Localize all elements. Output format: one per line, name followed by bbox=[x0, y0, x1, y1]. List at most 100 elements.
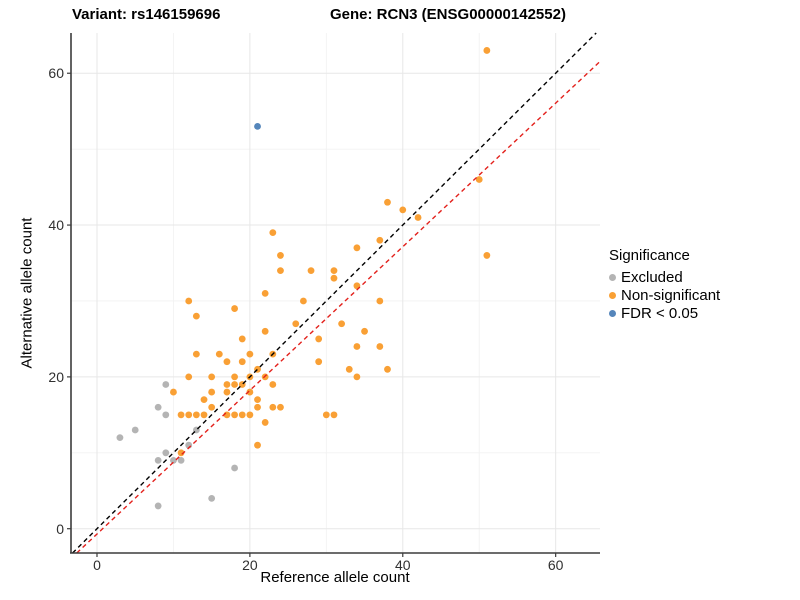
scatter-point bbox=[254, 403, 261, 411]
scatter-point bbox=[246, 388, 254, 396]
scatter-point bbox=[162, 449, 170, 457]
scatter-point bbox=[330, 411, 338, 419]
scatter-point bbox=[192, 312, 200, 320]
y-tick-label: 40 bbox=[48, 217, 64, 234]
scatter-point bbox=[200, 411, 208, 419]
legend-dot-icon bbox=[609, 309, 616, 317]
scatter-point bbox=[238, 411, 246, 419]
legend-item-label: Non-significant bbox=[621, 286, 721, 304]
scatter-point bbox=[185, 297, 193, 305]
legend-item-label: Excluded bbox=[621, 268, 683, 286]
scatter-point bbox=[277, 403, 284, 411]
plot-title-variant: Variant: rs146159696 bbox=[72, 6, 221, 23]
scatter-point bbox=[414, 214, 422, 221]
plot-title-gene: Gene: RCN3 (ENSG00000142552) bbox=[330, 6, 566, 23]
scatter-point bbox=[315, 358, 323, 366]
scatter-point bbox=[231, 464, 238, 472]
scatter-point bbox=[353, 343, 361, 350]
scatter-point bbox=[131, 426, 139, 434]
scatter-point bbox=[238, 358, 246, 366]
scatter-point bbox=[192, 411, 200, 419]
scatter-point bbox=[200, 396, 208, 404]
scatter-point bbox=[208, 403, 216, 411]
scatter-point bbox=[223, 388, 231, 396]
legend-items: Excluded Non-significant FDR < 0.05 bbox=[609, 268, 720, 322]
y-tick-label: 60 bbox=[48, 65, 64, 82]
scatter-point bbox=[246, 350, 254, 358]
scatter-point bbox=[154, 456, 162, 464]
scatter-point bbox=[315, 335, 323, 343]
scatter-point bbox=[185, 373, 193, 381]
scatter-point bbox=[277, 267, 284, 275]
scatter-point bbox=[261, 419, 269, 426]
legend-item: Excluded bbox=[609, 268, 720, 286]
scatter-point bbox=[261, 289, 269, 297]
scatter-point bbox=[231, 411, 238, 419]
scatter-point bbox=[269, 229, 277, 237]
scatter-point bbox=[177, 456, 185, 464]
x-tick-label: 40 bbox=[394, 557, 411, 573]
scatter-point bbox=[154, 403, 162, 411]
y-tick-label: 0 bbox=[56, 520, 64, 537]
legend: Significance Excluded Non-significant FDR … bbox=[609, 247, 720, 322]
scatter-point bbox=[292, 320, 300, 328]
ref-line-identity bbox=[72, 32, 597, 554]
scatter-point bbox=[269, 381, 277, 388]
legend-dot-icon bbox=[609, 291, 616, 299]
scatter-point bbox=[353, 244, 361, 252]
scatter-point bbox=[223, 381, 231, 388]
scatter-point bbox=[208, 494, 216, 502]
y-axis-title: Alternative allele count bbox=[18, 217, 36, 369]
scatter-point bbox=[162, 381, 170, 388]
scatter-point bbox=[208, 373, 216, 381]
scatter-point bbox=[475, 176, 483, 183]
scatter-point bbox=[384, 198, 391, 206]
scatter-point bbox=[261, 327, 269, 335]
scatter-point bbox=[483, 47, 491, 54]
scatter-point bbox=[170, 456, 177, 464]
scatter-point bbox=[307, 267, 315, 275]
ref-line-fit bbox=[76, 60, 601, 554]
legend-title: Significance bbox=[609, 247, 690, 264]
scatter-point bbox=[215, 350, 223, 358]
scatter-point bbox=[231, 305, 238, 312]
legend-item-label: FDR < 0.05 bbox=[621, 304, 699, 322]
scatter-point bbox=[345, 365, 353, 373]
scatter-point bbox=[254, 122, 261, 130]
legend-item: Non-significant bbox=[609, 286, 720, 304]
scatter-point bbox=[246, 411, 254, 419]
scatter-point bbox=[177, 411, 185, 419]
scatter-point bbox=[384, 365, 391, 373]
scatter-point bbox=[116, 434, 124, 442]
scatter-point bbox=[208, 388, 216, 396]
scatter-point bbox=[376, 297, 384, 305]
scatter-point bbox=[185, 411, 193, 419]
scatter-point bbox=[231, 381, 238, 388]
scatter-point bbox=[338, 320, 346, 328]
x-axis-title: Reference allele count bbox=[260, 569, 410, 586]
scatter-point bbox=[254, 396, 261, 404]
scatter-point bbox=[192, 350, 200, 358]
scatter-point bbox=[231, 373, 238, 381]
legend-dot-icon bbox=[609, 273, 616, 281]
scatter-point bbox=[376, 343, 384, 350]
legend-item: FDR < 0.05 bbox=[609, 304, 720, 322]
scatter-point bbox=[254, 441, 261, 449]
scatter-point bbox=[483, 252, 491, 259]
scatter-point bbox=[277, 252, 284, 259]
x-tick-label: 20 bbox=[242, 557, 258, 573]
scatter-point bbox=[376, 236, 384, 244]
scatter-point bbox=[330, 267, 338, 275]
scatter-point bbox=[361, 327, 368, 335]
scatter-point bbox=[170, 388, 177, 396]
scatter-point bbox=[322, 411, 330, 419]
scatter-point bbox=[330, 274, 338, 282]
scatter-point bbox=[223, 358, 231, 366]
scatter-point bbox=[154, 502, 162, 510]
x-tick-label: 60 bbox=[547, 557, 564, 573]
y-tick-label: 20 bbox=[48, 368, 64, 385]
scatter-point bbox=[353, 373, 361, 381]
x-tick-label: 0 bbox=[93, 557, 101, 573]
